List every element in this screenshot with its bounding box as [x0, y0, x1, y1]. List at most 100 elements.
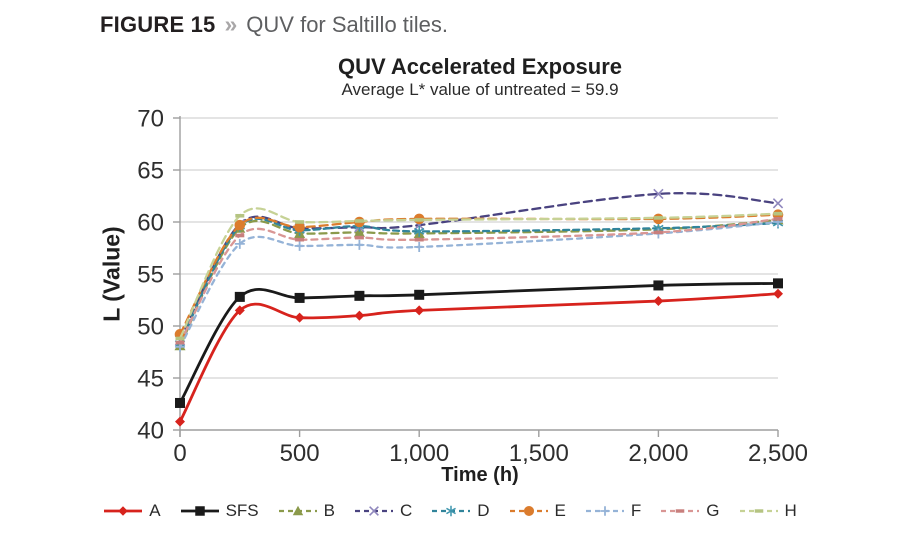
marker-dash — [653, 230, 663, 235]
marker-square — [354, 290, 365, 301]
x-tick-label: 500 — [280, 440, 320, 467]
series-SFS-line — [178, 281, 780, 405]
marker-square — [773, 278, 783, 289]
legend-item-SFS: SFS — [180, 501, 259, 521]
legend-item-G: G — [660, 501, 720, 521]
marker-asterisk — [414, 225, 425, 237]
legend-sample-E — [509, 505, 548, 517]
series-B-markers — [174, 214, 784, 351]
y-tick-label: 50 — [137, 314, 164, 341]
marker-dash — [235, 233, 245, 238]
marker-dash — [295, 237, 305, 242]
marker-triangle — [353, 226, 365, 237]
marker-diamond — [234, 305, 245, 316]
legend-item-B: B — [278, 501, 335, 521]
marker-dash — [414, 237, 424, 242]
marker-dash — [754, 509, 763, 513]
y-tick-label: 60 — [137, 210, 164, 237]
marker-dash — [773, 217, 783, 221]
marker-diamond — [653, 296, 664, 307]
series-C-markers — [174, 188, 784, 346]
y-tick-label: 55 — [137, 262, 164, 289]
series-H-markers — [175, 211, 783, 341]
legend-item-H: H — [739, 501, 797, 521]
figure-number: FIGURE 15 — [100, 12, 216, 37]
marker-x — [772, 198, 784, 209]
marker-square — [653, 280, 664, 291]
legend-label-SFS: SFS — [225, 501, 259, 520]
marker-x — [653, 188, 664, 200]
marker-diamond — [118, 506, 128, 516]
legend-item-D: D — [431, 501, 490, 521]
x-tick-label: 2,500 — [748, 440, 808, 467]
marker-dash — [354, 219, 364, 223]
series-E-markers — [174, 209, 784, 340]
y-tick-label: 65 — [137, 158, 164, 185]
series-A-markers — [175, 288, 783, 427]
legend-label-A: A — [149, 501, 161, 520]
marker-diamond — [773, 288, 783, 299]
marker-circle — [234, 219, 246, 231]
chart-legend: A SFS B C D E F G H — [0, 501, 900, 521]
legend-label-D: D — [477, 501, 490, 520]
chart-title: QUV Accelerated Exposure — [337, 54, 623, 79]
marker-plus — [354, 239, 365, 250]
marker-diamond — [175, 416, 185, 427]
marker-circle — [294, 221, 305, 233]
legend-label-G: G — [706, 501, 720, 520]
marker-diamond — [354, 310, 365, 321]
marker-plus — [600, 506, 610, 516]
legend-label-F: F — [630, 501, 642, 520]
legend-sample-D — [432, 505, 471, 517]
legend-sample-C — [354, 506, 393, 516]
figure-caption: FIGURE 15 » QUV for Saltillo tiles. — [100, 11, 448, 38]
legend-label-E: E — [554, 501, 566, 520]
legend-sample-G — [661, 509, 700, 513]
x-tick-label: 1,000 — [389, 440, 449, 467]
legend-sample-A — [104, 506, 143, 516]
series-G-markers — [175, 217, 783, 345]
marker-square — [194, 506, 205, 516]
series-F-markers — [175, 217, 783, 352]
marker-square — [294, 292, 305, 303]
marker-dash — [414, 218, 424, 222]
marker-circle — [523, 505, 534, 517]
legend-sample-H — [739, 509, 778, 513]
marker-triangle — [292, 505, 303, 516]
legend-item-E: E — [509, 501, 566, 521]
marker-square — [414, 289, 425, 300]
marker-plus — [414, 241, 425, 252]
marker-dash — [175, 340, 185, 345]
chart-subtitle: Average L* value of untreated = 59.9 — [341, 80, 619, 99]
series-SFS-markers — [175, 278, 783, 408]
x-tick-label: 2,000 — [628, 440, 688, 467]
y-tick-label: 70 — [137, 106, 164, 133]
marker-diamond — [294, 312, 305, 323]
marker-dash — [653, 216, 663, 220]
legend-label-H: H — [784, 501, 797, 520]
marker-square — [175, 397, 185, 408]
double-chevron-icon: » — [224, 11, 238, 37]
x-axis-title: Time (h) — [441, 464, 519, 486]
legend-sample-F — [585, 506, 624, 516]
legend-label-C: C — [399, 501, 413, 520]
series-A-line — [178, 292, 780, 424]
marker-dash — [235, 213, 245, 218]
y-tick-label: 40 — [137, 418, 164, 445]
marker-dash — [675, 509, 685, 513]
x-tick-label: 0 — [173, 440, 186, 467]
marker-dash — [175, 336, 185, 341]
marker-dash — [354, 235, 364, 240]
y-tick-label: 45 — [137, 366, 164, 393]
marker-diamond — [414, 305, 425, 316]
x-tick-label: 1,500 — [509, 440, 569, 467]
marker-dash — [773, 211, 783, 216]
marker-plus — [294, 240, 305, 251]
marker-dash — [295, 220, 305, 224]
marker-plus — [234, 238, 245, 249]
legend-item-C: C — [354, 501, 412, 521]
marker-asterisk — [446, 505, 457, 517]
legend-label-B: B — [323, 501, 335, 520]
